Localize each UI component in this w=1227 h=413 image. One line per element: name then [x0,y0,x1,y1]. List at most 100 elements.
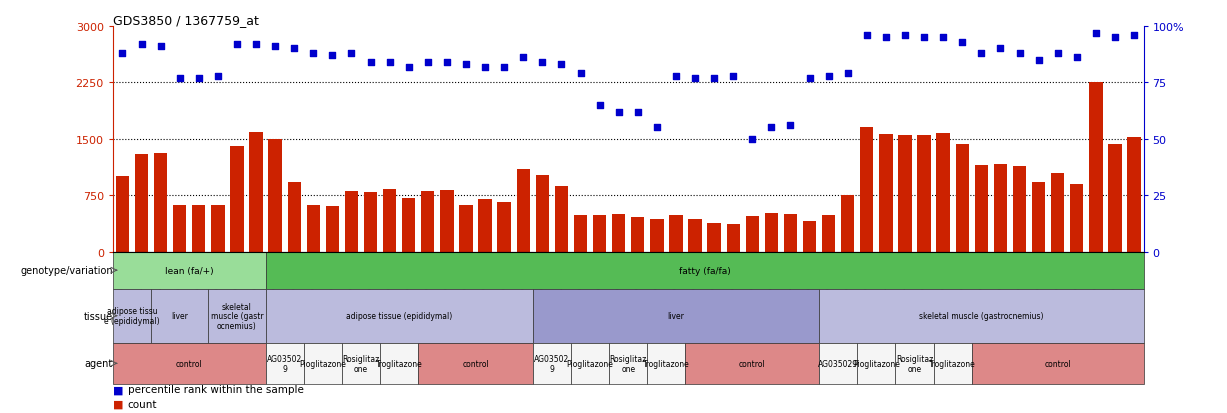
Bar [440,190,454,252]
Text: Pioglitazone: Pioglitazone [299,359,346,368]
Bar [383,190,396,252]
Bar [265,252,1144,289]
Text: percentile rank within the sample: percentile rank within the sample [128,385,303,394]
Point [456,62,476,69]
Point [762,125,782,131]
Text: GDS3850 / 1367759_at: GDS3850 / 1367759_at [113,14,259,27]
Point [647,125,666,131]
Point [247,42,266,48]
Point [571,71,590,77]
Bar [1128,138,1141,252]
Point [380,59,400,66]
Bar [265,343,304,384]
Point [628,109,648,116]
Point [590,102,610,109]
Point [552,62,572,69]
Point [704,75,724,82]
Bar [536,176,548,252]
Point [609,109,628,116]
Point [418,59,438,66]
Point [876,35,896,41]
Bar [249,133,263,252]
Bar [113,289,151,343]
Text: Troglitazone: Troglitazone [375,359,422,368]
Point [1010,50,1029,57]
Point [1028,57,1048,64]
Bar [113,252,265,289]
Bar [972,343,1144,384]
Text: count: count [128,399,157,409]
Point [724,73,744,80]
Bar [402,199,416,252]
Text: ■: ■ [113,399,124,409]
Bar [650,219,664,252]
Bar [555,187,568,252]
Bar [571,343,609,384]
Bar [994,164,1007,252]
Bar [193,205,205,252]
Bar [898,136,912,252]
Point [1106,35,1125,41]
Text: tissue: tissue [83,311,113,321]
Bar [936,134,950,252]
Point [972,50,991,57]
Point [189,75,209,82]
Bar [934,343,972,384]
Text: control: control [1044,359,1071,368]
Text: Pioglitazone: Pioglitazone [567,359,614,368]
Bar [1090,83,1103,252]
Text: agent: agent [85,358,113,368]
Bar [574,215,588,252]
Bar [822,215,836,252]
Point [169,75,189,82]
Bar [880,135,892,252]
Bar [342,343,380,384]
Point [533,59,552,66]
Bar [307,205,320,252]
Point [780,123,800,129]
Bar [1070,184,1083,252]
Bar [517,169,530,252]
Point [952,39,972,46]
Bar [669,216,682,252]
Bar [708,223,720,252]
Point [1067,55,1087,62]
Point [113,50,133,57]
Bar [612,214,626,252]
Text: ■: ■ [113,385,124,394]
Point [361,59,380,66]
Bar [211,205,225,252]
Point [285,46,304,52]
Point [437,59,456,66]
Bar [1012,166,1026,252]
Point [209,73,228,80]
Text: fatty (fa/fa): fatty (fa/fa) [679,266,730,275]
Bar [479,199,492,252]
Bar [688,219,702,252]
Bar [956,145,969,252]
Point [896,33,915,39]
Bar [115,177,129,252]
Bar [153,154,167,252]
Bar [173,205,187,252]
Point [856,33,876,39]
Bar [820,343,858,384]
Text: genotype/variation: genotype/variation [21,266,113,275]
Bar [135,154,148,252]
Bar [1052,173,1064,252]
Bar [231,147,244,252]
Text: Rosiglitaz
one: Rosiglitaz one [610,354,647,373]
Text: Troglitazone: Troglitazone [643,359,690,368]
Point [934,35,953,41]
Bar [918,135,931,252]
Point [742,136,762,143]
Bar [269,140,282,252]
Bar [764,214,778,252]
Text: Troglitazone: Troglitazone [929,359,975,368]
Text: liver: liver [172,311,188,320]
Bar [459,205,472,252]
Bar [726,224,740,252]
Text: skeletal muscle (gastrocnemius): skeletal muscle (gastrocnemius) [919,311,1044,320]
Point [341,50,361,57]
Text: Pioglitazone: Pioglitazone [853,359,899,368]
